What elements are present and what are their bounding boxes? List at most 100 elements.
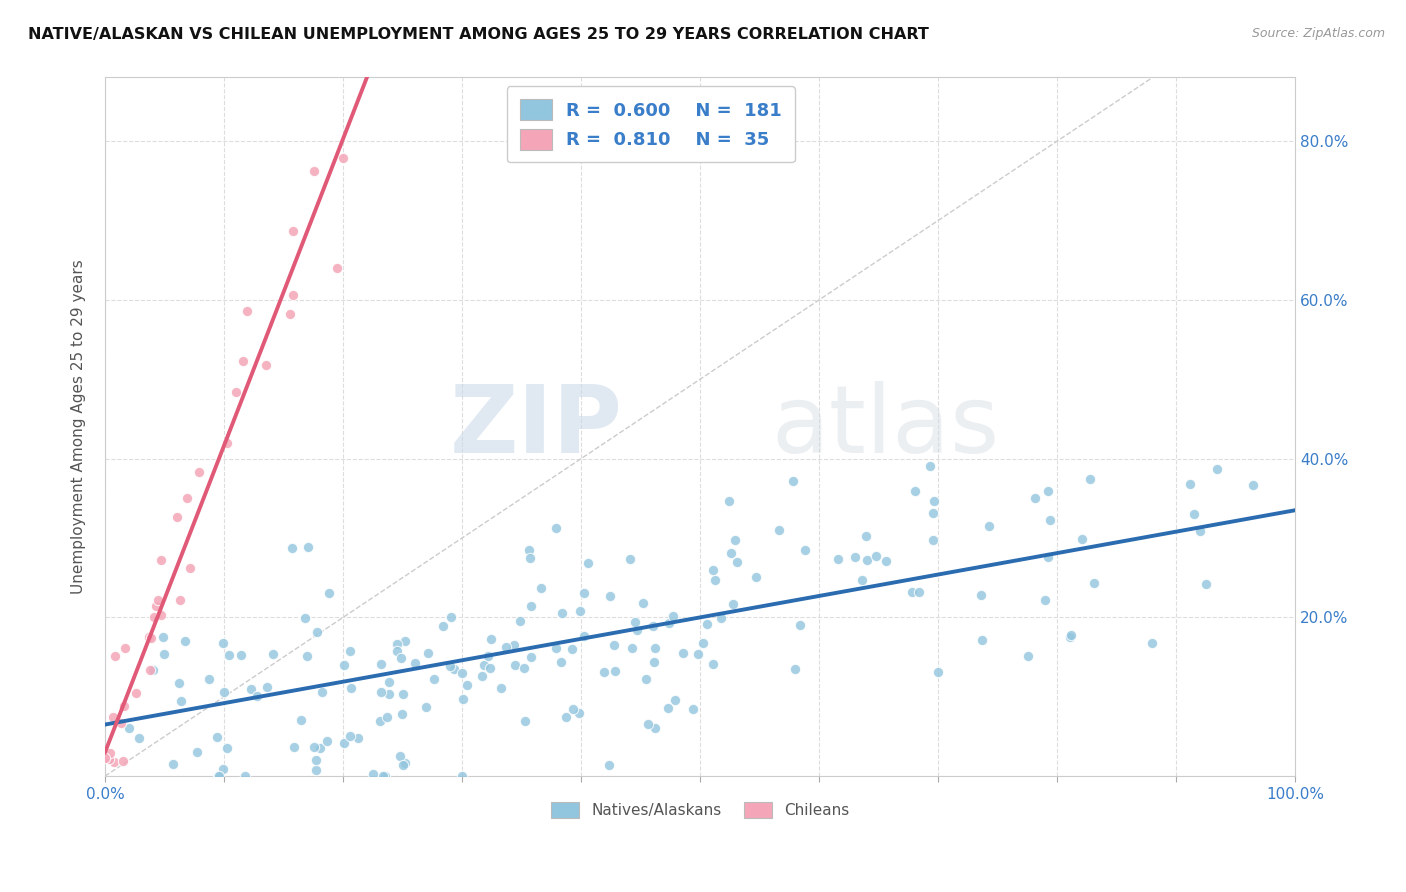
Point bbox=[851, 573, 873, 587]
Point bbox=[339, 729, 361, 743]
Point bbox=[626, 624, 648, 638]
Point bbox=[856, 552, 879, 566]
Point bbox=[389, 650, 412, 665]
Point bbox=[682, 702, 704, 716]
Point bbox=[593, 665, 616, 680]
Point bbox=[519, 543, 541, 558]
Point bbox=[246, 689, 269, 703]
Point bbox=[153, 648, 176, 662]
Point bbox=[423, 673, 446, 687]
Point bbox=[572, 586, 595, 600]
Point bbox=[374, 769, 396, 783]
Point bbox=[262, 648, 284, 662]
Point bbox=[624, 615, 647, 629]
Point bbox=[152, 630, 174, 644]
Point bbox=[904, 484, 927, 499]
Point bbox=[1194, 577, 1216, 591]
Point bbox=[217, 740, 239, 755]
Point bbox=[451, 769, 474, 783]
Point bbox=[569, 604, 592, 618]
Point bbox=[416, 647, 439, 661]
Point bbox=[520, 649, 543, 664]
Point bbox=[644, 640, 666, 655]
Point bbox=[661, 608, 683, 623]
Point bbox=[208, 769, 231, 783]
Point bbox=[212, 685, 235, 699]
Point bbox=[128, 731, 150, 745]
Point bbox=[1017, 649, 1039, 664]
Point bbox=[389, 749, 412, 764]
Point bbox=[1060, 628, 1083, 642]
Point bbox=[149, 608, 172, 623]
Point bbox=[489, 681, 512, 695]
Point bbox=[672, 646, 695, 660]
Point bbox=[101, 709, 124, 723]
Point bbox=[1070, 532, 1092, 546]
Point bbox=[198, 672, 221, 686]
Point bbox=[598, 758, 620, 772]
Point bbox=[283, 739, 305, 754]
Point bbox=[179, 560, 201, 574]
Point bbox=[576, 556, 599, 570]
Point bbox=[432, 619, 454, 633]
Point bbox=[785, 662, 807, 676]
Point bbox=[544, 521, 567, 535]
Point bbox=[1038, 484, 1060, 499]
Point bbox=[513, 661, 536, 675]
Point bbox=[278, 306, 301, 320]
Point bbox=[554, 709, 576, 723]
Point bbox=[970, 632, 993, 647]
Point bbox=[316, 733, 339, 747]
Point bbox=[922, 506, 945, 520]
Point bbox=[370, 657, 392, 671]
Point bbox=[170, 694, 193, 708]
Point bbox=[471, 669, 494, 683]
Point bbox=[114, 640, 136, 655]
Point bbox=[1078, 472, 1101, 486]
Point bbox=[110, 716, 132, 731]
Point bbox=[725, 555, 748, 569]
Point bbox=[211, 636, 233, 650]
Point bbox=[236, 304, 259, 318]
Point bbox=[311, 685, 333, 699]
Point bbox=[166, 510, 188, 524]
Point bbox=[104, 649, 127, 664]
Point bbox=[394, 634, 416, 648]
Point bbox=[503, 658, 526, 673]
Point bbox=[568, 706, 591, 720]
Point bbox=[404, 657, 426, 671]
Point bbox=[377, 687, 399, 701]
Point bbox=[371, 769, 394, 783]
Point bbox=[162, 757, 184, 772]
Point bbox=[326, 260, 349, 275]
Point bbox=[169, 593, 191, 607]
Point bbox=[644, 721, 666, 735]
Point bbox=[702, 563, 724, 577]
Point bbox=[281, 541, 304, 555]
Point bbox=[391, 707, 413, 722]
Point bbox=[927, 665, 949, 679]
Point bbox=[477, 648, 499, 663]
Point bbox=[304, 164, 326, 178]
Point bbox=[375, 710, 398, 724]
Point bbox=[174, 633, 197, 648]
Point bbox=[256, 680, 278, 694]
Point bbox=[643, 619, 665, 633]
Point bbox=[723, 597, 745, 611]
Point bbox=[634, 673, 657, 687]
Point bbox=[283, 224, 305, 238]
Point bbox=[908, 585, 931, 599]
Point bbox=[333, 736, 356, 750]
Point bbox=[188, 465, 211, 479]
Point bbox=[297, 540, 319, 554]
Point bbox=[658, 616, 681, 631]
Legend: Natives/Alaskans, Chileans: Natives/Alaskans, Chileans bbox=[546, 797, 855, 824]
Point bbox=[218, 648, 240, 662]
Point bbox=[415, 700, 437, 714]
Point bbox=[724, 533, 747, 547]
Point bbox=[768, 523, 790, 537]
Point bbox=[225, 385, 247, 400]
Point bbox=[94, 750, 117, 764]
Point bbox=[529, 581, 551, 595]
Point bbox=[1036, 550, 1059, 565]
